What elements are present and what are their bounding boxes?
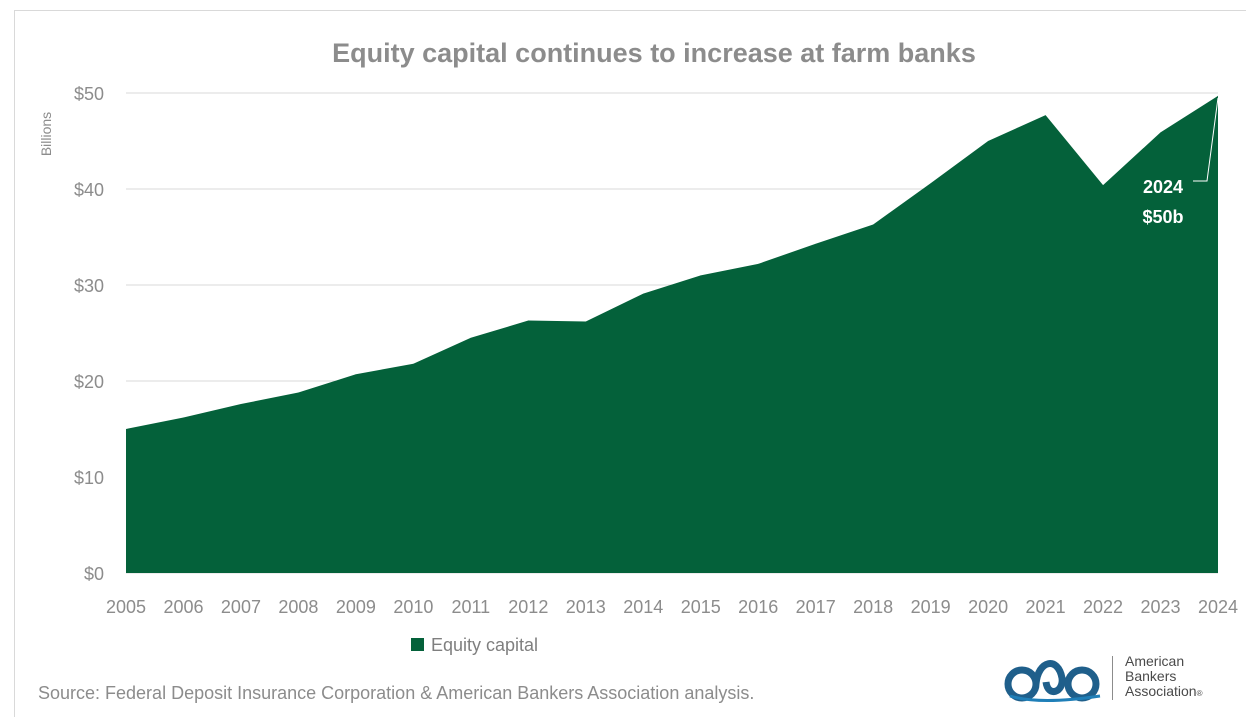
chart-frame xyxy=(14,10,1246,717)
x-tick-label: 2018 xyxy=(853,597,893,617)
logo-divider xyxy=(1112,656,1113,700)
logo-line-2: Bankers xyxy=(1125,668,1177,684)
aba-logo: American Bankers Association® xyxy=(1000,652,1230,712)
series-area-equity-capital xyxy=(126,95,1218,573)
y-tick-label: $20 xyxy=(74,372,104,392)
x-tick-label: 2016 xyxy=(738,597,778,617)
chart-title: Equity capital continues to increase at … xyxy=(332,38,976,68)
x-tick-label: 2019 xyxy=(911,597,951,617)
x-tick-label: 2021 xyxy=(1026,597,1066,617)
x-tick-label: 2023 xyxy=(1141,597,1181,617)
y-tick-label: $10 xyxy=(74,468,104,488)
y-tick-label: $50 xyxy=(74,84,104,104)
legend-label: Equity capital xyxy=(431,635,538,655)
x-tick-label: 2012 xyxy=(508,597,548,617)
legend-swatch xyxy=(411,638,424,651)
aba-logo-icon xyxy=(1004,660,1101,702)
y-axis-label: Billions xyxy=(38,112,54,156)
annotation-year: 2024 xyxy=(1143,177,1183,197)
x-tick-label: 2008 xyxy=(278,597,318,617)
x-tick-label: 2005 xyxy=(106,597,146,617)
logo-registered-mark: ® xyxy=(1196,689,1203,698)
x-tick-label: 2013 xyxy=(566,597,606,617)
x-tick-label: 2009 xyxy=(336,597,376,617)
logo-line-1: American xyxy=(1125,653,1185,669)
x-tick-label: 2011 xyxy=(451,597,490,617)
x-tick-label: 2022 xyxy=(1083,597,1123,617)
x-tick-label: 2010 xyxy=(393,597,433,617)
y-tick-label: $0 xyxy=(84,564,104,584)
annotation-value: $50b xyxy=(1142,207,1183,227)
annotation-leader-line xyxy=(1193,97,1219,182)
x-tick-label: 2017 xyxy=(796,597,836,617)
x-tick-label: 2007 xyxy=(221,597,261,617)
x-tick-label: 2014 xyxy=(623,597,663,617)
source-note: Source: Federal Deposit Insurance Corpor… xyxy=(38,683,755,703)
y-tick-label: $30 xyxy=(74,276,104,296)
x-tick-label: 2015 xyxy=(681,597,721,617)
x-tick-label: 2024 xyxy=(1198,597,1238,617)
logo-line-3: Association xyxy=(1125,683,1197,699)
logo-text: American Bankers Association® xyxy=(1125,654,1203,701)
y-tick-label: $40 xyxy=(74,180,104,200)
x-tick-label: 2006 xyxy=(163,597,203,617)
x-tick-label: 2020 xyxy=(968,597,1008,617)
